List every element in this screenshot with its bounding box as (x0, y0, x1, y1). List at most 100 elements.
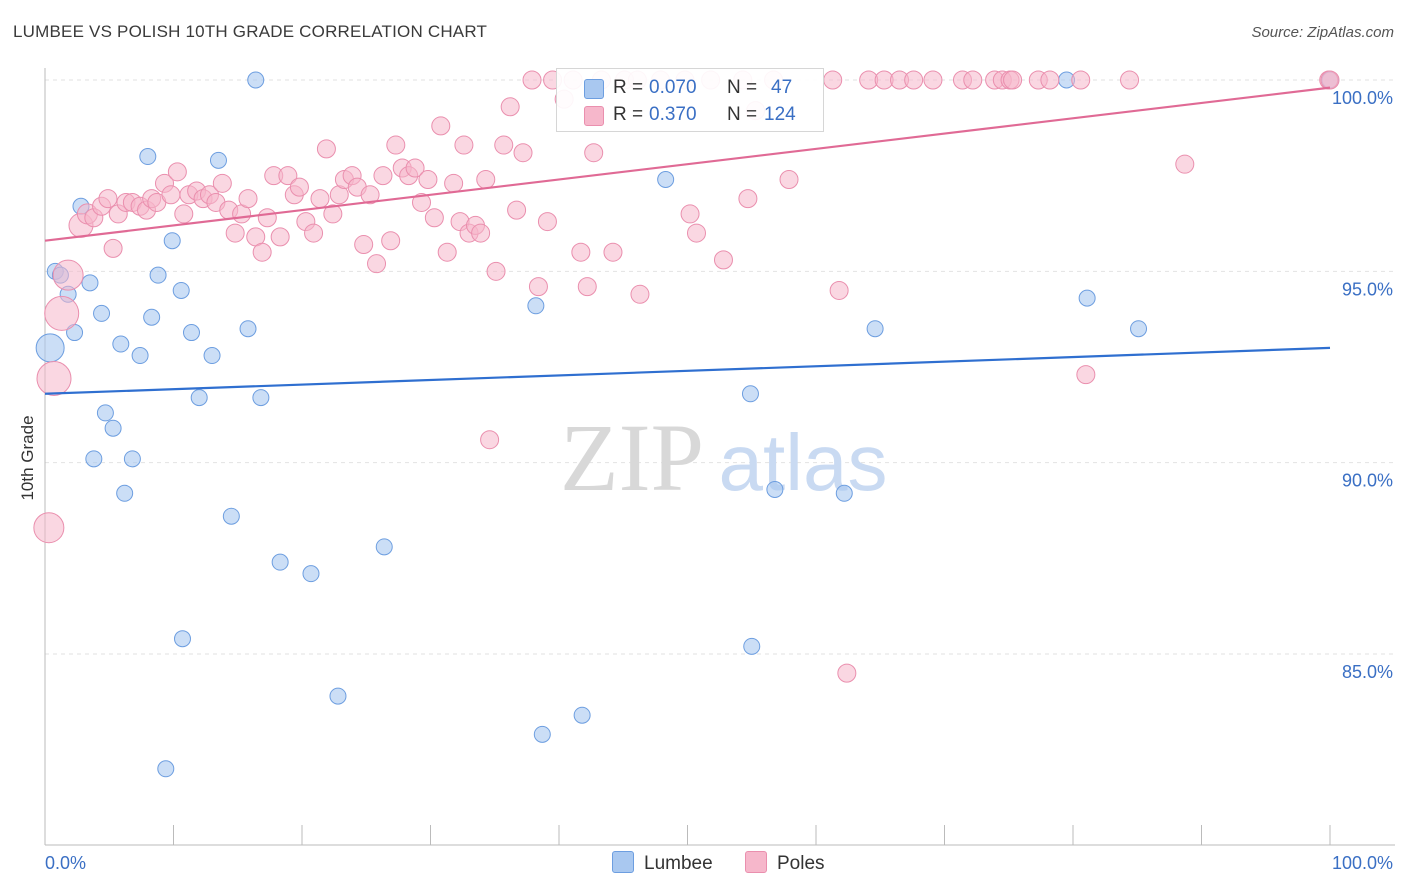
source-label: Source: ZipAtlas.com (1251, 24, 1394, 41)
poles-point (52, 259, 84, 291)
poles-point (1076, 365, 1096, 385)
poles-point (289, 177, 309, 197)
lumbee-point (182, 324, 200, 342)
lumbee-point (139, 148, 157, 166)
poles-point (44, 295, 80, 331)
poles-point (412, 192, 432, 212)
poles-point (405, 158, 425, 178)
poles-point (437, 242, 457, 262)
poles-point (528, 277, 548, 297)
poles-point (418, 169, 438, 189)
lumbee-point (149, 266, 167, 284)
lumbee-point (329, 687, 347, 705)
poles-point (630, 284, 650, 304)
poles-point (537, 212, 557, 232)
poles-point (33, 512, 65, 544)
legend-r-label: R = (613, 77, 644, 98)
lumbee-point (104, 419, 122, 437)
lumbee-point (85, 450, 103, 468)
lumbee-trend-line (44, 346, 1331, 395)
poles-point (386, 135, 406, 155)
poles-point (486, 261, 506, 281)
axes (44, 68, 1395, 846)
poles-point (360, 185, 380, 205)
poles-point (686, 223, 706, 243)
lumbee-point (172, 281, 190, 299)
tick-labels: 100.0% 95.0% 90.0% 85.0% 0.0% 100.0% (45, 88, 1393, 873)
poles-point (354, 235, 374, 255)
poles-point (500, 97, 520, 117)
poles-point (174, 204, 194, 224)
poles-legend-label: Poles (777, 852, 825, 874)
y-tick-label: 90.0% (1342, 471, 1393, 491)
y-tick-label: 100.0% (1332, 88, 1393, 108)
lumbee-point (157, 760, 175, 778)
lumbee-point (573, 706, 591, 724)
lumbee-point (1130, 320, 1148, 338)
x-tick-label: 100.0% (1332, 853, 1393, 873)
poles-point (316, 139, 336, 159)
legend-item-lumbee: Lumbee (612, 851, 713, 875)
poles-point (923, 70, 943, 90)
y-tick-label: 85.0% (1342, 662, 1393, 682)
poles-point (476, 169, 496, 189)
chart-title: LUMBEE VS POLISH 10TH GRADE CORRELATION … (13, 22, 488, 41)
lumbee-point (741, 385, 759, 403)
poles-point (367, 254, 387, 274)
poles-point (1040, 70, 1060, 90)
poles-point (513, 143, 533, 163)
poles-point (829, 280, 849, 300)
poles-swatch (584, 106, 604, 126)
poles-point (494, 135, 514, 155)
legend-n-value: 124 (764, 104, 796, 125)
lumbee-point (143, 308, 161, 326)
poles-point (98, 189, 118, 209)
poles-point (431, 116, 451, 136)
poles-point (36, 360, 72, 396)
lumbee-point (96, 404, 114, 422)
lumbee-legend-label: Lumbee (644, 852, 713, 874)
poles-point (738, 189, 758, 209)
poles-point (904, 70, 924, 90)
poles-point (167, 162, 187, 182)
poles-point (522, 70, 542, 90)
lumbee-point (222, 507, 240, 525)
lumbee-point (375, 538, 393, 556)
poles-point (1120, 70, 1140, 90)
y-tick-label: 95.0% (1342, 279, 1393, 299)
lumbee-point (533, 725, 551, 743)
lumbee-point (657, 170, 675, 188)
lumbee-point (527, 297, 545, 315)
trend-lines (44, 86, 1331, 395)
poles-point (471, 223, 491, 243)
lumbee-point (35, 333, 65, 363)
poles-point (1175, 154, 1195, 174)
poles-point (444, 173, 464, 193)
lumbee-point (302, 565, 320, 583)
poles-point (454, 135, 474, 155)
legend-item-poles: Poles (745, 851, 825, 875)
poles-point (161, 185, 181, 205)
lumbee-point (93, 304, 111, 322)
poles-point (680, 204, 700, 224)
lumbee-point (743, 637, 761, 655)
poles-point (480, 430, 500, 450)
poles-point (212, 173, 232, 193)
legend-r-value: 0.370 (649, 104, 697, 125)
poles-point (310, 189, 330, 209)
poles-point (257, 208, 277, 228)
poles-point (963, 70, 983, 90)
lumbee-point (271, 553, 289, 571)
legend-n-label: N = (727, 77, 758, 98)
poles-point (252, 242, 272, 262)
poles-point (381, 231, 401, 251)
lumbee-point (163, 232, 181, 250)
poles-point (1003, 70, 1023, 90)
poles-point (603, 242, 623, 262)
poles-point (323, 204, 343, 224)
x-tick-label: 0.0% (45, 853, 86, 873)
legend-r-value: 0.070 (649, 77, 697, 98)
lumbee-point (835, 484, 853, 502)
watermark-zip: ZIP (560, 404, 704, 511)
lumbee-point (131, 347, 149, 365)
